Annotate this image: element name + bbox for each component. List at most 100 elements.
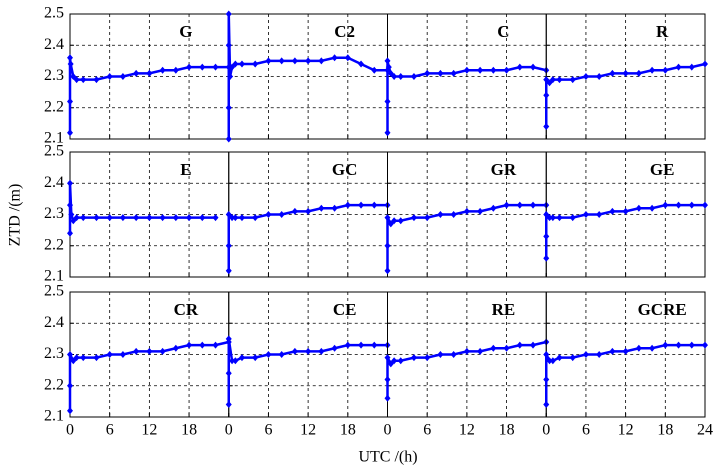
data-point	[477, 66, 484, 74]
panel-title: GR	[491, 160, 517, 179]
data-point	[199, 214, 206, 222]
data-point	[186, 214, 193, 222]
data-point	[688, 341, 695, 349]
data-point	[67, 407, 73, 415]
data-point	[265, 57, 272, 65]
data-point	[384, 57, 391, 65]
panel-title: GE	[650, 160, 675, 179]
data-point	[384, 354, 391, 362]
data-point	[503, 201, 510, 209]
data-point	[556, 354, 563, 362]
data-point	[543, 232, 550, 240]
data-point	[596, 211, 603, 218]
y-tick-label: 2.1	[44, 408, 64, 425]
data-point	[635, 344, 642, 352]
data-point	[569, 354, 576, 362]
data-point	[67, 351, 73, 358]
data-point	[238, 60, 245, 68]
x-tick-label: 12	[459, 422, 475, 439]
data-point	[437, 211, 444, 218]
y-tick-label: 2.3	[44, 345, 64, 362]
data-point	[252, 60, 259, 68]
data-point	[516, 63, 523, 71]
data-point	[73, 76, 80, 84]
data-point	[384, 129, 391, 137]
data-point	[675, 63, 682, 71]
data-point	[318, 57, 325, 65]
data-point	[159, 66, 166, 74]
data-point	[371, 201, 378, 209]
data-point	[229, 357, 236, 365]
data-point	[318, 347, 325, 355]
data-point	[424, 69, 431, 77]
x-tick-label: 24	[697, 422, 713, 439]
data-point	[252, 214, 259, 222]
panel-title: RE	[492, 300, 516, 319]
data-point	[503, 66, 510, 74]
data-point	[546, 214, 553, 222]
data-point	[80, 354, 87, 362]
data-point	[582, 211, 589, 218]
data-point	[649, 204, 656, 212]
data-point	[384, 394, 391, 402]
panel-title: GC	[332, 160, 358, 179]
data-point	[93, 214, 100, 222]
x-tick-label: 12	[300, 422, 316, 439]
data-point	[688, 63, 695, 71]
data-point	[119, 214, 126, 222]
data-point	[80, 76, 87, 84]
data-point	[530, 63, 537, 71]
data-point	[437, 69, 444, 77]
y-tick-label: 2.5	[44, 143, 64, 160]
data-point	[384, 242, 391, 250]
data-line	[68, 183, 216, 234]
data-point	[225, 335, 232, 343]
data-point	[702, 341, 708, 349]
data-point	[225, 104, 232, 112]
data-point	[67, 129, 73, 137]
data-point	[516, 341, 523, 349]
data-point	[225, 401, 232, 408]
data-point	[199, 341, 206, 349]
data-point	[238, 354, 245, 362]
y-tick-label: 2.3	[44, 205, 64, 222]
data-point	[119, 73, 126, 80]
data-point	[67, 382, 73, 390]
data-point	[530, 201, 537, 209]
data-point	[556, 214, 563, 222]
data-point	[67, 60, 74, 68]
x-tick-label: 12	[141, 422, 157, 439]
data-point	[463, 66, 470, 74]
data-point	[67, 201, 73, 209]
data-point	[159, 347, 166, 355]
data-point	[397, 357, 404, 365]
data-point	[649, 344, 656, 352]
data-point	[305, 57, 312, 65]
data-point	[133, 69, 140, 77]
x-tick-label: 18	[181, 422, 197, 439]
data-point	[543, 401, 550, 408]
data-point	[569, 214, 576, 222]
data-point	[225, 41, 232, 49]
data-point	[424, 214, 431, 222]
data-point	[662, 66, 669, 74]
data-point	[344, 201, 351, 209]
data-point	[265, 351, 272, 358]
data-point	[569, 76, 576, 84]
data-point	[649, 66, 656, 74]
data-point	[543, 254, 550, 262]
x-tick-label: 0	[225, 422, 233, 439]
data-point	[106, 73, 113, 80]
x-tick-label: 6	[423, 422, 431, 439]
data-point	[67, 98, 73, 105]
data-point	[278, 57, 285, 65]
data-point	[410, 73, 417, 80]
data-point	[212, 214, 219, 222]
y-tick-label: 2.1	[44, 268, 64, 285]
data-point	[186, 63, 193, 71]
y-tick-label: 2.4	[44, 174, 64, 191]
data-point	[543, 91, 550, 99]
data-point	[133, 347, 140, 355]
data-point	[225, 10, 232, 18]
